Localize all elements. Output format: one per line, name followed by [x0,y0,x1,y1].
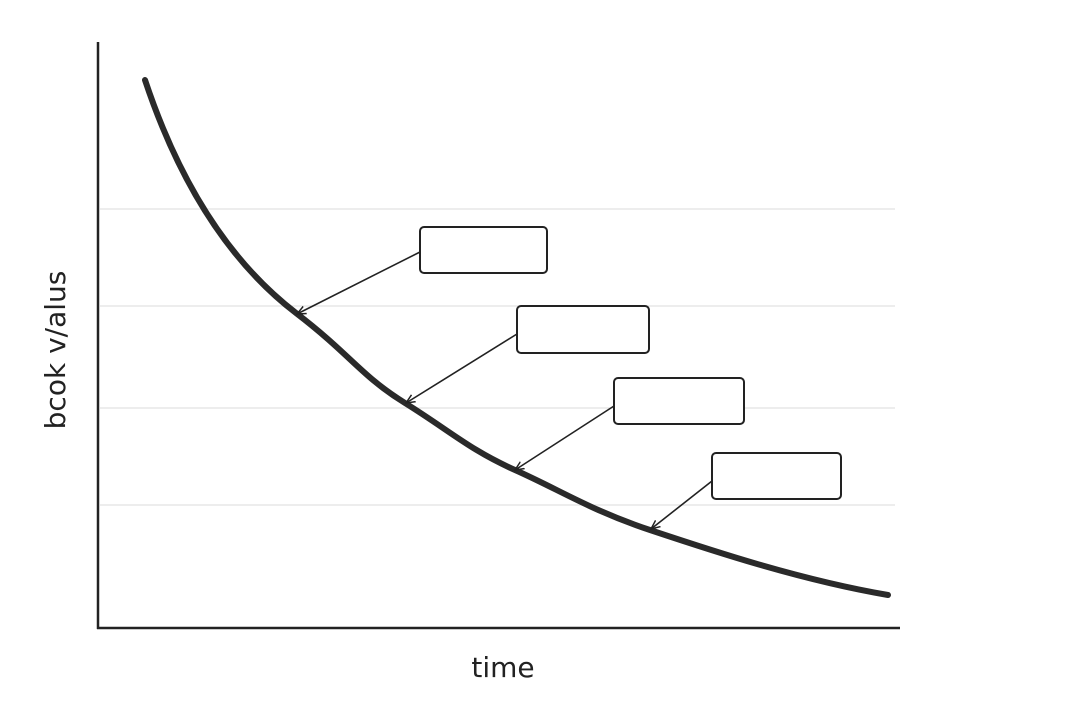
x-axis-label: time [471,651,534,684]
axes [96,42,900,630]
arrow [651,480,713,529]
label-boxes [419,226,842,500]
arrow [515,405,615,470]
y-axis-label: bcok v/alus [39,271,72,430]
label-box [613,377,745,425]
grid [100,208,895,506]
decay-curve [142,77,891,598]
label-box [516,305,650,354]
label-box [419,226,548,274]
arrow [406,333,518,403]
arrows [297,251,713,529]
label-box [711,452,842,500]
arrow [297,251,421,314]
